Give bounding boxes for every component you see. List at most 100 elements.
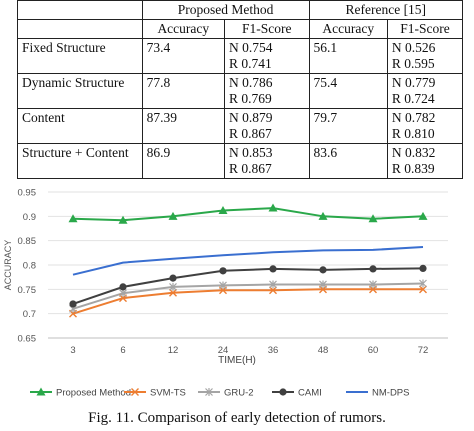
chart-legend: Proposed Method SVM-TS GRU-2 CAMI NM-DPS [30, 387, 409, 399]
y-axis-ticks: 0.65 0.7 0.75 0.8 0.85 0.9 0.95 [18, 188, 37, 345]
ref-f1-n-value: N 0.779 [391, 75, 436, 90]
y-axis-label: ACCURACY [3, 240, 13, 291]
accuracy-header: Accuracy [141, 19, 225, 39]
table-corner-cell [17, 19, 143, 39]
ref-f1-n-value: N 0.782 [391, 110, 436, 125]
data-point [119, 283, 127, 291]
series-line [72, 282, 424, 310]
ref-f1-r-value: R 0.810 [391, 126, 435, 141]
proposed-method-header: Proposed Method [141, 0, 310, 20]
y-tick-label: 0.9 [23, 212, 36, 223]
x-tick-label: 24 [218, 345, 229, 356]
figure-caption: Fig. 11. Comparison of early detection o… [88, 410, 386, 426]
f1-n-value: N 0.879 [228, 110, 273, 125]
data-point [319, 280, 327, 289]
data-point [36, 387, 46, 396]
row-label: Content [17, 108, 143, 144]
accuracy-value: 86.9 [141, 143, 225, 179]
data-point [369, 280, 377, 289]
ref-f1-score-value: N 0.526 R 0.595 [386, 38, 464, 74]
x-tick-label: 3 [70, 345, 75, 356]
data-point [169, 282, 177, 291]
data-point [205, 388, 213, 396]
f1-n-value: N 0.786 [228, 75, 273, 90]
ref-accuracy-header: Accuracy [308, 19, 388, 39]
table-row: Fixed Structure 73.4 N 0.754 R 0.741 56.1… [17, 38, 464, 74]
data-point [218, 205, 228, 214]
row-label: Dynamic Structure [17, 73, 143, 109]
y-tick-label: 0.8 [23, 261, 36, 272]
ref-f1-n-value: N 0.832 [391, 145, 436, 160]
data-point [268, 203, 278, 212]
f1-score-value: N 0.853 R 0.867 [223, 143, 310, 179]
data-point [219, 281, 227, 290]
data-point [131, 388, 139, 396]
ref-accuracy-value: 83.6 [308, 143, 388, 179]
series-line [72, 288, 423, 315]
table-row: Content 87.39 N 0.879 R 0.867 79.7 N 0.78… [17, 108, 464, 144]
data-point [169, 274, 177, 282]
x-tick-label: 48 [318, 345, 329, 356]
data-point [269, 286, 277, 295]
ref-f1-score-value: N 0.782 R 0.810 [386, 108, 464, 144]
ref-f1-score-header: F1-Score [386, 19, 464, 39]
data-point [368, 214, 378, 223]
legend-label: Proposed Method [56, 388, 131, 399]
data-point [418, 211, 428, 220]
x-tick-label: 60 [368, 345, 379, 356]
data-point [419, 285, 427, 294]
data-point [419, 264, 427, 273]
f1-r-value: R 0.867 [228, 161, 272, 176]
x-axis-label: TIME(H) [218, 355, 256, 366]
y-tick-label: 0.95 [18, 188, 37, 199]
data-point [219, 267, 227, 275]
data-point [168, 211, 178, 220]
data-point [169, 288, 177, 297]
ref-accuracy-value: 56.1 [308, 38, 388, 74]
f1-n-value: N 0.853 [228, 145, 273, 160]
legend-label: CAMI [298, 388, 322, 399]
x-axis-ticks: 3 6 12 24 36 48 60 72 [70, 345, 428, 356]
data-point [369, 265, 377, 273]
ref-f1-r-value: R 0.595 [391, 56, 435, 71]
x-tick-label: 6 [120, 345, 125, 356]
x-tick-label: 36 [268, 345, 279, 356]
reference-header: Reference [15] [308, 0, 464, 20]
f1-score-value: N 0.786 R 0.769 [223, 73, 310, 109]
ref-accuracy-value: 75.4 [308, 73, 388, 109]
results-table: Proposed Method Reference [15] Accuracy … [17, 0, 464, 179]
f1-r-value: R 0.769 [228, 91, 272, 106]
data-point [269, 280, 277, 289]
y-tick-label: 0.85 [18, 236, 37, 247]
f1-score-value: N 0.754 R 0.741 [223, 38, 310, 74]
table-subheader-row: Accuracy F1-Score Accuracy F1-Score [17, 19, 464, 39]
series-line [72, 267, 424, 305]
f1-r-value: R 0.741 [228, 56, 272, 71]
row-label: Fixed Structure [17, 38, 143, 74]
ref-f1-score-value: N 0.779 R 0.724 [386, 73, 464, 109]
accuracy-line-chart: 0.650.70.750.80.850.90.95 3 6 12 24 36 48 60 72… [3, 188, 448, 399]
ref-accuracy-value: 79.7 [308, 108, 388, 144]
data-point [319, 266, 327, 274]
table-row: Structure + Content 86.9 N 0.853 R 0.867 … [17, 143, 464, 179]
data-point [318, 211, 328, 220]
data-point [279, 388, 287, 396]
f1-score-header: F1-Score [223, 19, 310, 39]
data-point [419, 279, 427, 288]
series-markers [68, 203, 428, 318]
series-line [72, 246, 424, 276]
table-header-row: Proposed Method Reference [15] [17, 0, 464, 20]
y-tick-label: 0.75 [18, 285, 37, 296]
accuracy-value: 77.8 [141, 73, 225, 109]
f1-score-value: N 0.879 R 0.867 [223, 108, 310, 144]
data-point [269, 265, 277, 273]
data-point [119, 289, 127, 298]
x-tick-label: 12 [168, 345, 179, 356]
ref-f1-r-value: R 0.839 [391, 161, 435, 176]
x-tick-label: 72 [418, 345, 429, 356]
legend-label: GRU-2 [224, 388, 254, 399]
data-point [68, 214, 78, 223]
ref-f1-score-value: N 0.832 R 0.839 [386, 143, 464, 179]
gridlines [48, 191, 448, 339]
y-tick-label: 0.7 [23, 309, 36, 320]
